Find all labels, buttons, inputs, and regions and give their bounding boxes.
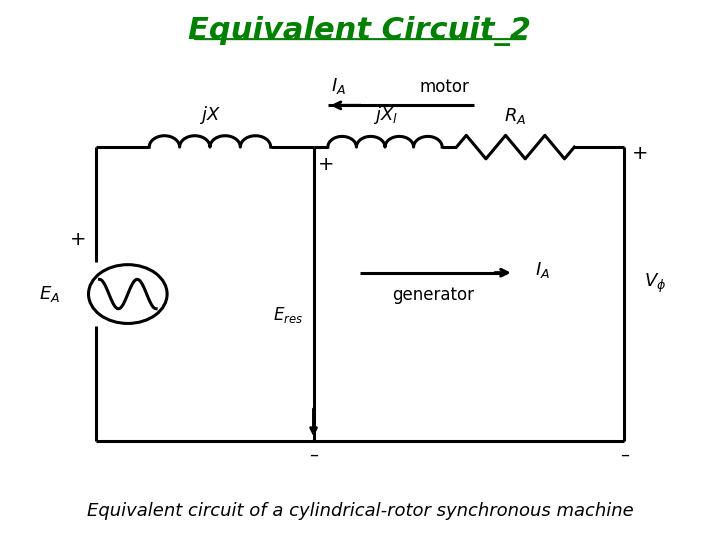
Text: +: + (632, 144, 648, 163)
Text: $I_A$: $I_A$ (331, 76, 346, 96)
Text: motor: motor (419, 78, 469, 96)
Text: Equivalent Circuit_2: Equivalent Circuit_2 (189, 16, 531, 46)
Text: $I_A$: $I_A$ (535, 260, 550, 280)
Text: +: + (318, 154, 334, 174)
Text: $E_{res}$: $E_{res}$ (273, 306, 303, 326)
Text: Equivalent circuit of a cylindrical-rotor synchronous machine: Equivalent circuit of a cylindrical-roto… (86, 502, 634, 519)
Text: $E_A$: $E_A$ (39, 284, 60, 304)
Text: –: – (620, 446, 629, 463)
Text: $R_A$: $R_A$ (504, 106, 526, 126)
Text: $jX_l$: $jX_l$ (372, 104, 397, 126)
Text: generator: generator (392, 286, 474, 304)
Text: –: – (309, 446, 318, 463)
Text: $V_\phi$: $V_\phi$ (644, 272, 667, 295)
Text: +: + (70, 230, 86, 248)
Text: $jX$: $jX$ (199, 104, 221, 126)
